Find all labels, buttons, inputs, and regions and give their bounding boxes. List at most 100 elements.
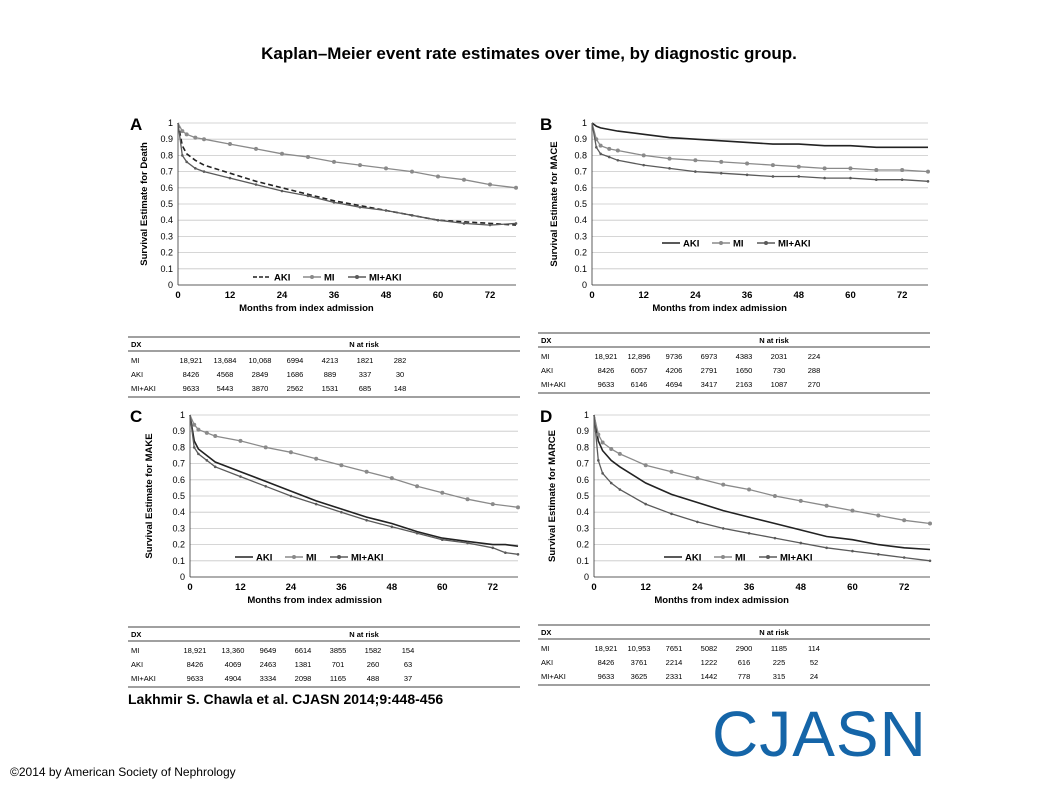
y-tick-label: 0.6 [576,475,589,485]
journal-logo: CJASN [712,698,927,770]
data-point [874,167,879,172]
data-point [875,178,878,181]
y-tick-label: 0.4 [172,507,185,517]
copyright: ©2014 by American Society of Nephrology [10,765,236,779]
table-header-dx: DX [131,630,141,639]
table-cell: 3417 [701,380,718,389]
data-point [415,531,419,535]
table-cell: 6994 [287,356,304,365]
data-point [667,156,672,161]
table-cell: 224 [808,352,821,361]
series-line-aki [189,414,519,547]
table-cell: 24 [810,672,818,681]
legend-label: MI [306,553,317,564]
data-point [384,209,388,212]
table-cell: 37 [404,674,412,683]
y-tick-label: 0.3 [172,523,185,533]
legend-label: MI+AKI [351,553,383,564]
citation: Lakhmir S. Chawla et al. CJASN 2014;9:44… [128,691,444,707]
y-tick-label: 0.4 [576,507,589,517]
legend-label: MI+AKI [780,553,812,564]
table-cell: 685 [359,384,372,393]
data-point [799,541,803,545]
table-row-dx: AKI [131,660,143,669]
data-point [616,158,620,162]
x-tick-label: 24 [690,290,701,301]
data-point [181,154,184,157]
table-cell: 1582 [365,646,382,655]
y-tick-label: 0.2 [574,248,587,258]
table-cell: 18,921 [180,356,203,365]
legend-marker [337,555,341,559]
table-header-dx: DX [541,336,551,345]
table-cell: 8426 [598,366,615,375]
table-row-dx: MI+AKI [541,380,566,389]
y-tick-label: 0.8 [172,442,185,452]
data-point [693,158,698,163]
data-point [205,459,209,462]
legend-label: AKI [683,239,699,250]
x-tick-label: 36 [336,582,347,593]
y-tick-label: 1 [180,410,185,420]
x-tick-label: 72 [485,290,496,301]
data-point [254,146,258,151]
data-point [441,538,444,542]
x-tick-label: 12 [225,290,236,301]
chart-panel-d: D 0 0.1 0.2 0.3 0.4 0.5 0.6 0.7 0.8 0.9 1 0 12 24 36 48 6… [538,407,932,686]
risk-table: DX N at risk MI 18,921 13,684 10,068 6994 4213 1… [128,336,520,398]
data-point [928,521,932,526]
table-cell: 6146 [631,380,648,389]
data-point [601,472,604,475]
data-point [490,502,495,507]
data-point [798,498,803,503]
data-point [822,166,827,171]
table-cell: 1442 [701,672,718,681]
table-cell: 4069 [225,660,242,669]
x-tick-label: 72 [487,582,498,593]
table-cell: 701 [332,660,345,669]
data-point [796,164,801,169]
data-point [504,551,507,554]
x-tick-label: 48 [793,290,804,301]
table-header-dx: DX [131,340,141,349]
data-point [851,549,854,553]
y-tick-label: 0 [582,280,587,290]
data-point [599,152,602,156]
series-line-aki [593,414,931,551]
legend: AKI MI MI+AKI [664,553,812,564]
data-point [926,169,930,174]
data-point [280,189,284,193]
x-tick-label: 12 [638,290,649,301]
data-point [824,503,829,508]
y-tick-label: 0.2 [160,248,173,258]
table-cell: 18,921 [184,646,207,655]
data-point [390,525,394,529]
y-axis-label: Survival Estimate for MAKE [144,433,155,558]
series-line-aki [591,122,928,149]
y-tick-label: 0.8 [574,150,587,160]
data-point [877,553,880,556]
x-tick-label: 0 [589,290,594,301]
data-point [719,171,723,175]
y-axis-label: Survival Estimate for MARCE [547,430,558,562]
table-cell: 2900 [736,644,753,653]
legend-label: MI [733,239,744,250]
data-point [615,148,620,153]
table-cell: 2849 [252,370,269,379]
x-tick-label: 12 [235,582,246,593]
table-cell: 2214 [666,658,683,667]
table-cell: 288 [808,366,821,375]
legend: AKI MI MI+AKI [253,273,401,284]
data-point [184,132,189,137]
data-point [466,541,469,545]
x-tick-label: 0 [187,582,192,593]
data-point [607,155,611,159]
data-point [488,182,492,187]
y-tick-label: 0.1 [160,264,173,274]
data-point [358,163,362,168]
y-tick-label: 0.4 [574,215,587,225]
y-tick-label: 0.5 [160,199,173,209]
data-point [694,170,697,173]
data-point [695,476,700,481]
data-point [339,463,344,468]
